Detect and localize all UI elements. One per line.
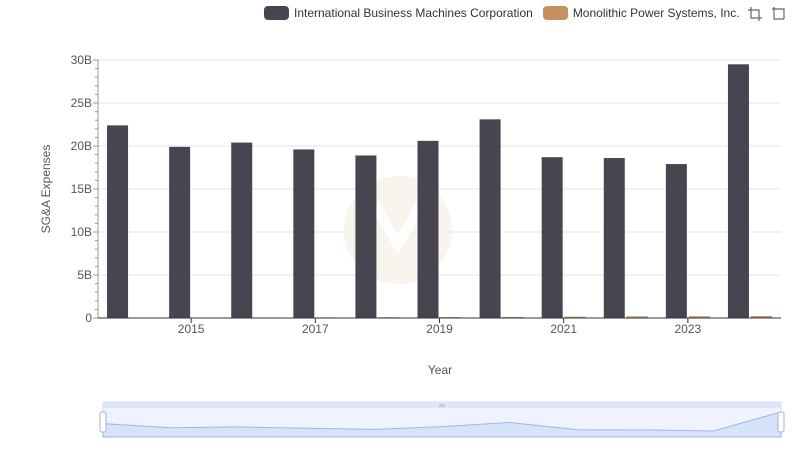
y-tick-label: 15B: [71, 182, 92, 196]
legend-label-ibm: International Business Machines Corporat…: [294, 6, 533, 20]
bar-ibm[interactable]: [665, 164, 687, 318]
bars: [107, 64, 772, 319]
bar-mps[interactable]: [750, 316, 772, 318]
zoom-icon[interactable]: [747, 6, 763, 22]
bar-ibm[interactable]: [293, 149, 315, 318]
bar-ibm[interactable]: [541, 157, 563, 318]
restore-icon[interactable]: [771, 6, 787, 22]
bar-mps[interactable]: [626, 316, 648, 318]
bar-ibm[interactable]: [107, 125, 129, 318]
x-axis-title: Year: [428, 363, 452, 377]
x-tick-label: 2015: [178, 322, 205, 336]
y-tick-label: 25B: [71, 96, 92, 110]
bar-mps[interactable]: [564, 316, 586, 318]
bar-mps[interactable]: [502, 316, 524, 318]
y-tick-label: 30B: [71, 53, 92, 67]
x-tick-label: 2019: [426, 322, 453, 336]
legend-item-mps[interactable]: Monolithic Power Systems, Inc.: [542, 6, 740, 20]
y-tick-label: 5B: [77, 268, 92, 282]
x-tick-label: 2023: [675, 322, 702, 336]
bar-ibm[interactable]: [727, 64, 749, 318]
y-tick-label: 0: [85, 311, 92, 325]
legend-swatch-ibm: [264, 6, 289, 20]
x-axis: 2015 2017 2019 2021 2023: [98, 317, 781, 336]
bar-ibm[interactable]: [417, 140, 439, 318]
bar-mps[interactable]: [688, 316, 710, 318]
legend: International Business Machines Corporat…: [264, 4, 750, 22]
toolbox: [747, 6, 787, 22]
bar-ibm[interactable]: [169, 146, 191, 318]
y-axis-title: SG&A Expenses: [39, 145, 53, 234]
legend-swatch-mps: [542, 6, 568, 20]
datazoom-handle-left[interactable]: [99, 411, 107, 433]
bar-ibm[interactable]: [479, 119, 501, 318]
y-tick-label: 20B: [71, 139, 92, 153]
y-tick-label: 10B: [71, 225, 92, 239]
bar-ibm[interactable]: [231, 142, 253, 318]
legend-label-mps: Monolithic Power Systems, Inc.: [572, 6, 740, 20]
legend-item-ibm[interactable]: International Business Machines Corporat…: [264, 6, 533, 20]
bar-ibm[interactable]: [603, 158, 625, 318]
datazoom-handle-right[interactable]: [777, 411, 785, 433]
x-tick-label: 2021: [550, 322, 577, 336]
x-tick-label: 2017: [302, 322, 329, 336]
y-axis: 0 5B 10B 15B 20B 25B 30B: [71, 53, 99, 325]
bar-ibm[interactable]: [355, 155, 377, 318]
datazoom-slider[interactable]: [99, 401, 785, 438]
